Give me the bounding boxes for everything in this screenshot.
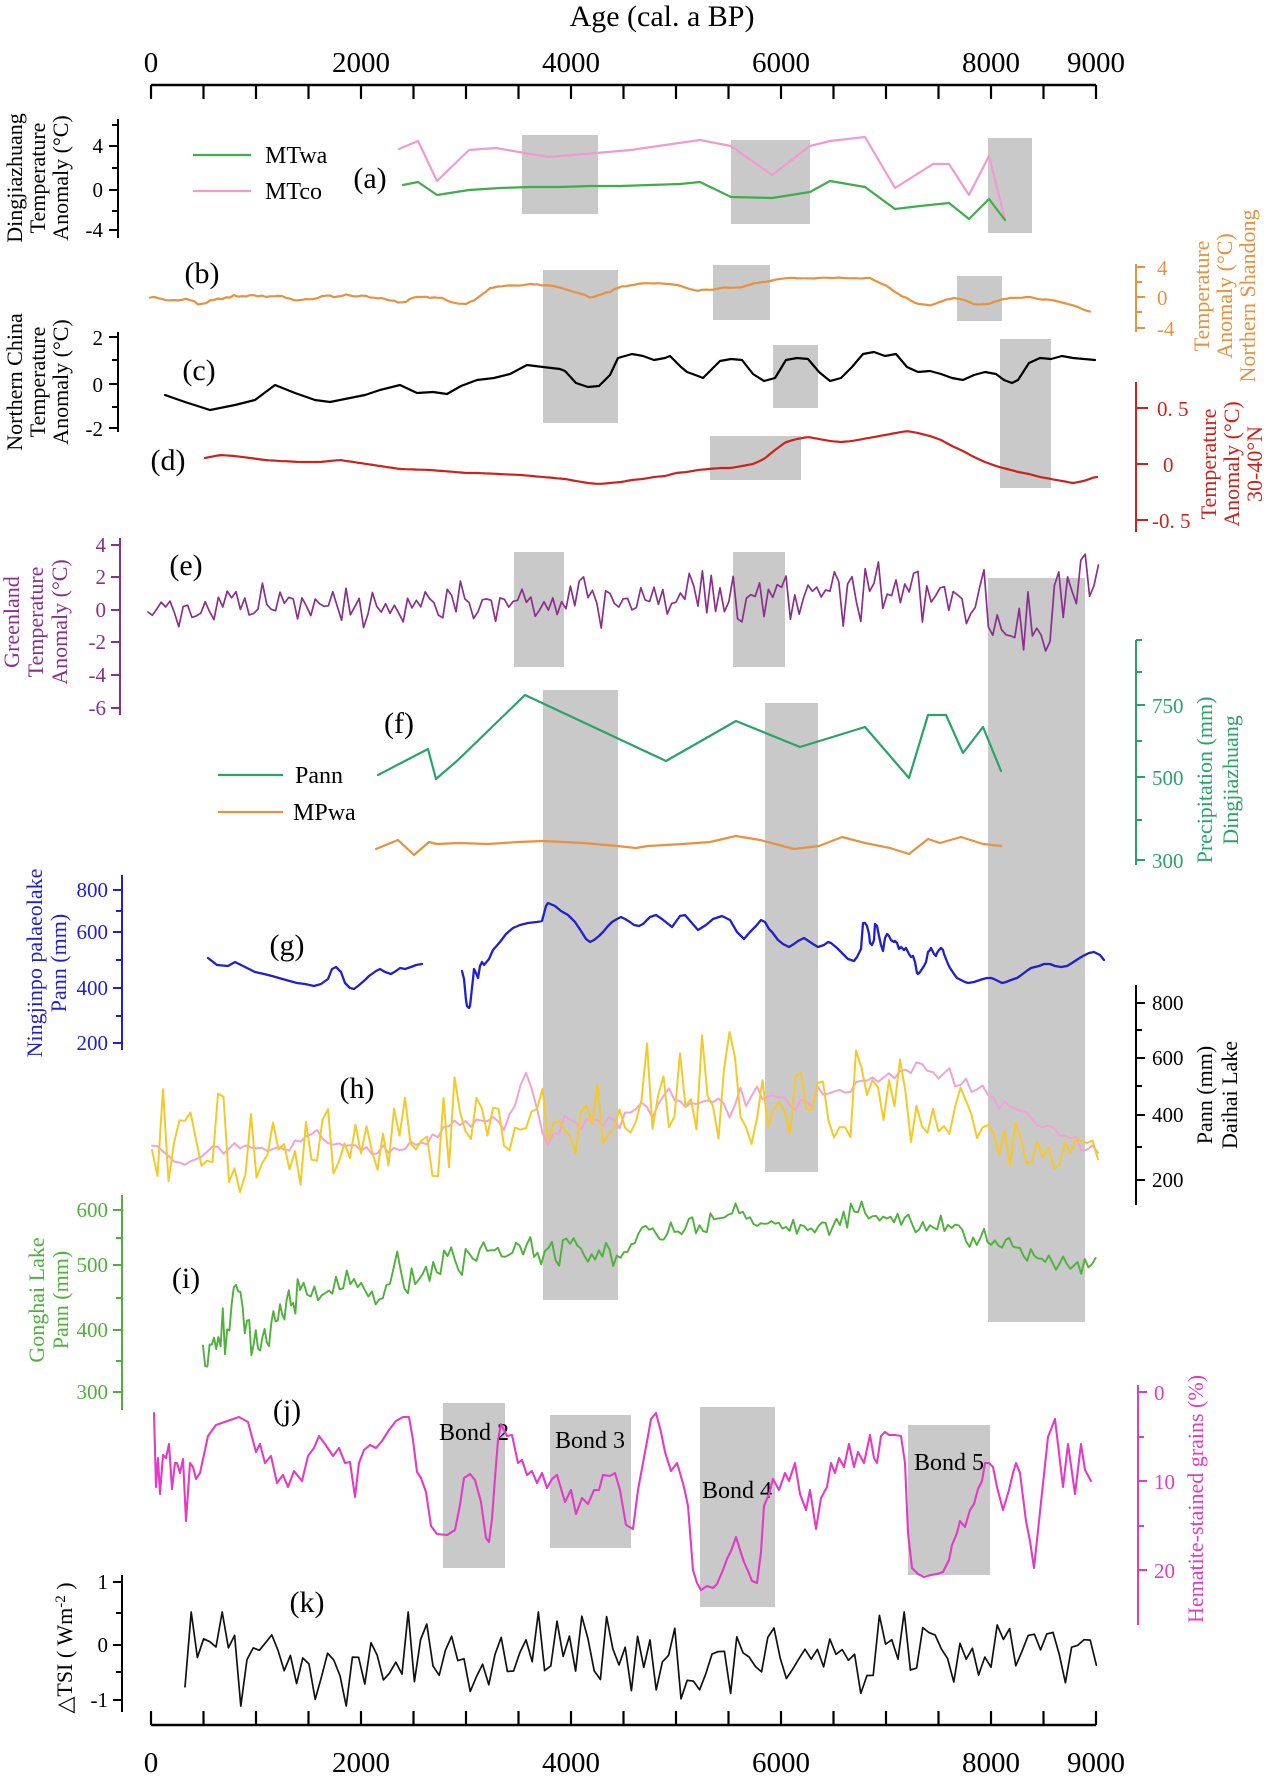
- svg-text:Gonghai Lake: Gonghai Lake: [24, 1237, 49, 1362]
- svg-text:4000: 4000: [542, 1747, 600, 1779]
- svg-text:-4: -4: [1157, 317, 1175, 341]
- svg-text:6000: 6000: [752, 1747, 810, 1779]
- svg-text:MTwa: MTwa: [265, 143, 328, 169]
- svg-text:4: 4: [96, 533, 107, 557]
- svg-text:Temperature: Temperature: [25, 123, 50, 234]
- svg-text:-2: -2: [86, 417, 104, 441]
- svg-text:1: 1: [98, 1570, 109, 1594]
- svg-text:0: 0: [93, 178, 104, 202]
- svg-text:Anomaly (°C): Anomaly (°C): [1219, 401, 1244, 527]
- svg-text:Temperature: Temperature: [25, 327, 50, 438]
- svg-text:Anomaly (°C): Anomaly (°C): [1212, 233, 1237, 359]
- svg-text:Ningjinpo palaeolake: Ningjinpo palaeolake: [22, 869, 47, 1058]
- svg-text:Dingjiazhuang: Dingjiazhuang: [2, 113, 27, 243]
- svg-text:-6: -6: [89, 696, 107, 720]
- svg-text:(f): (f): [384, 707, 414, 740]
- svg-text:(d): (d): [151, 444, 186, 477]
- svg-text:Bond 3: Bond 3: [555, 1428, 625, 1454]
- svg-text:(a): (a): [353, 162, 386, 195]
- svg-text:Temperature: Temperature: [1196, 409, 1221, 520]
- svg-text:Pann (mm): Pann (mm): [48, 1251, 73, 1349]
- svg-text:10: 10: [1154, 1470, 1175, 1494]
- svg-text:0: 0: [144, 47, 159, 79]
- svg-text:-4: -4: [89, 663, 107, 687]
- svg-text:(g): (g): [270, 929, 305, 962]
- svg-text:Pann: Pann: [295, 763, 343, 789]
- svg-text:Precipitation (mm): Precipitation (mm): [1192, 697, 1217, 864]
- svg-text:Pann (mm): Pann (mm): [1192, 1046, 1217, 1144]
- svg-text:200: 200: [1152, 1168, 1184, 1192]
- svg-text:2000: 2000: [332, 1747, 390, 1779]
- svg-text:-2: -2: [89, 630, 107, 654]
- svg-text:Anomaly (°C): Anomaly (°C): [47, 559, 72, 685]
- svg-text:500: 500: [77, 1253, 109, 1277]
- svg-text:-4: -4: [86, 218, 104, 242]
- svg-text:MPwa: MPwa: [293, 800, 356, 826]
- svg-text:Northern Shandong: Northern Shandong: [1235, 210, 1260, 383]
- svg-text:Bond 4: Bond 4: [702, 1478, 772, 1504]
- svg-text:9000: 9000: [1067, 47, 1125, 79]
- svg-text:(c): (c): [182, 354, 215, 387]
- svg-text:Daihai Lake: Daihai Lake: [1217, 1041, 1242, 1149]
- svg-text:Greenland: Greenland: [0, 576, 24, 668]
- svg-text:0: 0: [1157, 286, 1168, 310]
- svg-text:Northern China: Northern China: [2, 313, 27, 451]
- svg-text:300: 300: [1152, 849, 1184, 873]
- svg-text:0. 5: 0. 5: [1157, 397, 1189, 421]
- svg-text:400: 400: [77, 1318, 109, 1342]
- svg-text:(h): (h): [340, 1072, 375, 1105]
- svg-text:(i): (i): [172, 1262, 200, 1295]
- svg-text:0: 0: [93, 373, 104, 397]
- svg-text:Bond 5: Bond 5: [914, 1450, 984, 1476]
- svg-text:200: 200: [77, 1031, 109, 1055]
- svg-text:30-40°N: 30-40°N: [1242, 426, 1267, 502]
- svg-text:20: 20: [1154, 1559, 1175, 1583]
- svg-text:400: 400: [1152, 1103, 1184, 1127]
- svg-text:9000: 9000: [1067, 1747, 1125, 1779]
- svg-text:4: 4: [1157, 256, 1168, 280]
- svg-text:Anomaly (°C): Anomaly (°C): [48, 115, 73, 241]
- svg-text:Anomaly (°C): Anomaly (°C): [48, 319, 73, 445]
- svg-text:Pann (mm): Pann (mm): [46, 914, 71, 1012]
- svg-text:800: 800: [1152, 991, 1184, 1015]
- svg-text:500: 500: [1152, 766, 1184, 790]
- svg-text:Dingjiazhuang: Dingjiazhuang: [1218, 715, 1243, 845]
- svg-text:6000: 6000: [752, 47, 810, 79]
- svg-text:8000: 8000: [962, 47, 1020, 79]
- svg-text:Age (cal. a BP): Age (cal. a BP): [570, 0, 755, 33]
- svg-text:0: 0: [96, 598, 107, 622]
- svg-text:(b): (b): [185, 257, 220, 290]
- svg-text:2: 2: [96, 565, 107, 589]
- svg-text:600: 600: [1152, 1046, 1184, 1070]
- svg-text:400: 400: [77, 976, 109, 1000]
- svg-text:MTco: MTco: [265, 179, 322, 205]
- svg-text:-1: -1: [91, 1688, 109, 1712]
- svg-text:8000: 8000: [962, 1747, 1020, 1779]
- svg-text:0: 0: [1163, 453, 1174, 477]
- svg-text:0: 0: [144, 1747, 159, 1779]
- svg-text:2: 2: [93, 326, 104, 350]
- svg-text:600: 600: [77, 920, 109, 944]
- svg-text:300: 300: [77, 1380, 109, 1404]
- svg-text:Temperature: Temperature: [23, 567, 48, 678]
- svg-text:(k): (k): [290, 1586, 325, 1619]
- svg-text:750: 750: [1152, 694, 1184, 718]
- svg-text:2000: 2000: [332, 47, 390, 79]
- svg-text:600: 600: [77, 1198, 109, 1222]
- svg-text:4: 4: [93, 134, 104, 158]
- svg-text:-0. 5: -0. 5: [1152, 509, 1191, 533]
- svg-text:4000: 4000: [542, 47, 600, 79]
- svg-text:0: 0: [1154, 1381, 1165, 1405]
- svg-text:(e): (e): [169, 549, 202, 582]
- svg-text:Hematite-stained grains (%): Hematite-stained grains (%): [1183, 1375, 1208, 1623]
- svg-text:800: 800: [77, 878, 109, 902]
- svg-text:(j): (j): [273, 1394, 301, 1427]
- svg-text:0: 0: [98, 1633, 109, 1657]
- svg-text:Temperature: Temperature: [1189, 241, 1214, 352]
